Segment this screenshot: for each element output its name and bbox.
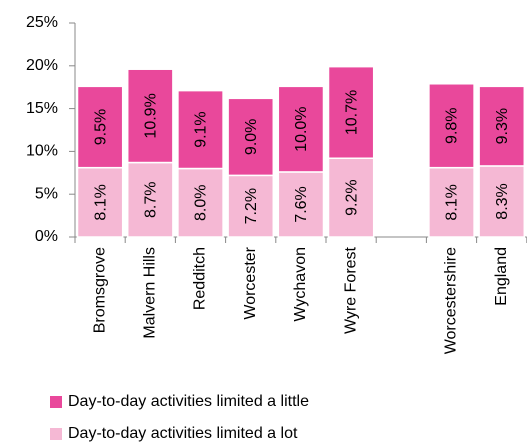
y-tick-label: 15%	[26, 100, 58, 117]
y-tick-label: 5%	[35, 185, 58, 202]
y-tick-label: 20%	[26, 57, 58, 74]
value-label: 10.7%	[343, 90, 360, 135]
bar-segment	[277, 171, 325, 238]
value-label: 10.9%	[143, 93, 160, 138]
value-label: 10.0%	[293, 106, 310, 151]
value-label: 9.1%	[193, 111, 210, 147]
value-label: 9.2%	[343, 179, 360, 215]
bar-segment	[177, 167, 224, 238]
y-tick-label: 0%	[35, 228, 58, 245]
bar-segment	[478, 165, 526, 238]
bar-segment	[177, 89, 224, 170]
legend-label: Day-to-day activities limited a little	[68, 393, 309, 410]
value-label: 8.3%	[494, 183, 511, 219]
x-tick-label: Worcestershire	[443, 247, 460, 354]
legend-swatch	[50, 396, 62, 408]
x-tick-label: Redditch	[192, 247, 209, 310]
y-tick-label: 10%	[26, 143, 58, 160]
value-label: 9.5%	[92, 109, 109, 145]
value-label: 8.7%	[143, 182, 160, 218]
bar-segment	[277, 85, 325, 173]
bar-segment	[126, 68, 174, 164]
bar-segment	[327, 65, 375, 159]
bar-segment	[227, 174, 275, 238]
value-label: 7.6%	[293, 186, 310, 222]
x-tick-label: Wyre Forest	[342, 246, 359, 334]
value-label: 8.0%	[193, 185, 210, 221]
legend-swatch	[50, 428, 62, 440]
value-label: 8.1%	[92, 184, 109, 220]
x-tick-label: Worcester	[242, 246, 259, 319]
y-tick-label: 25%	[26, 14, 58, 31]
bar-segment	[428, 83, 475, 169]
value-label: 9.3%	[494, 108, 511, 144]
value-label: 7.2%	[243, 188, 260, 224]
bar-segment	[327, 157, 375, 238]
bar-segment	[227, 97, 275, 177]
x-tick-label: Bromsgrove	[91, 247, 108, 333]
legend-label: Day-to-day activities limited a lot	[68, 425, 298, 442]
value-label: 9.0%	[243, 119, 260, 155]
bar-segment	[428, 166, 475, 238]
bar-segment	[478, 85, 526, 167]
x-tick-label: Malvern Hills	[142, 247, 159, 339]
value-label: 8.1%	[444, 184, 461, 220]
value-label: 9.8%	[444, 107, 461, 143]
x-tick-label: England	[493, 247, 510, 306]
x-tick-label: Wychavon	[292, 247, 309, 322]
bar-segment	[76, 85, 124, 169]
